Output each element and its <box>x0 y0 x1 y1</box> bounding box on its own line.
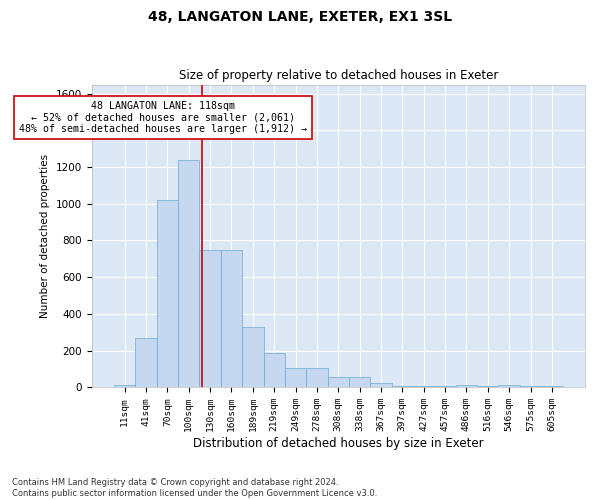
Bar <box>477 386 499 387</box>
Bar <box>306 368 328 387</box>
Bar <box>157 200 178 387</box>
Y-axis label: Number of detached properties: Number of detached properties <box>40 154 50 318</box>
Bar <box>263 354 285 387</box>
Bar <box>328 377 349 387</box>
Bar <box>370 382 392 387</box>
Bar <box>285 368 306 387</box>
Bar <box>178 160 199 387</box>
Bar <box>499 386 520 387</box>
Bar <box>221 250 242 387</box>
Title: Size of property relative to detached houses in Exeter: Size of property relative to detached ho… <box>179 69 498 82</box>
Text: 48 LANGATON LANE: 118sqm
← 52% of detached houses are smaller (2,061)
48% of sem: 48 LANGATON LANE: 118sqm ← 52% of detach… <box>19 101 307 134</box>
Bar <box>199 250 221 387</box>
Bar <box>413 386 434 387</box>
Bar <box>114 386 136 387</box>
Text: 48, LANGATON LANE, EXETER, EX1 3SL: 48, LANGATON LANE, EXETER, EX1 3SL <box>148 10 452 24</box>
Bar <box>434 386 456 387</box>
Bar <box>392 386 413 387</box>
Bar <box>541 386 563 387</box>
Bar <box>242 326 263 387</box>
X-axis label: Distribution of detached houses by size in Exeter: Distribution of detached houses by size … <box>193 437 484 450</box>
Bar <box>456 386 477 387</box>
Text: Contains HM Land Registry data © Crown copyright and database right 2024.
Contai: Contains HM Land Registry data © Crown c… <box>12 478 377 498</box>
Bar <box>520 386 541 387</box>
Bar <box>136 338 157 387</box>
Bar <box>349 377 370 387</box>
